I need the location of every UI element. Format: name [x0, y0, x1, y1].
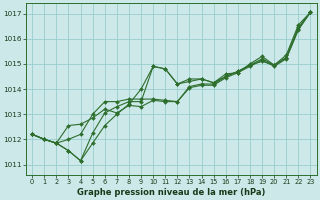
X-axis label: Graphe pression niveau de la mer (hPa): Graphe pression niveau de la mer (hPa): [77, 188, 266, 197]
